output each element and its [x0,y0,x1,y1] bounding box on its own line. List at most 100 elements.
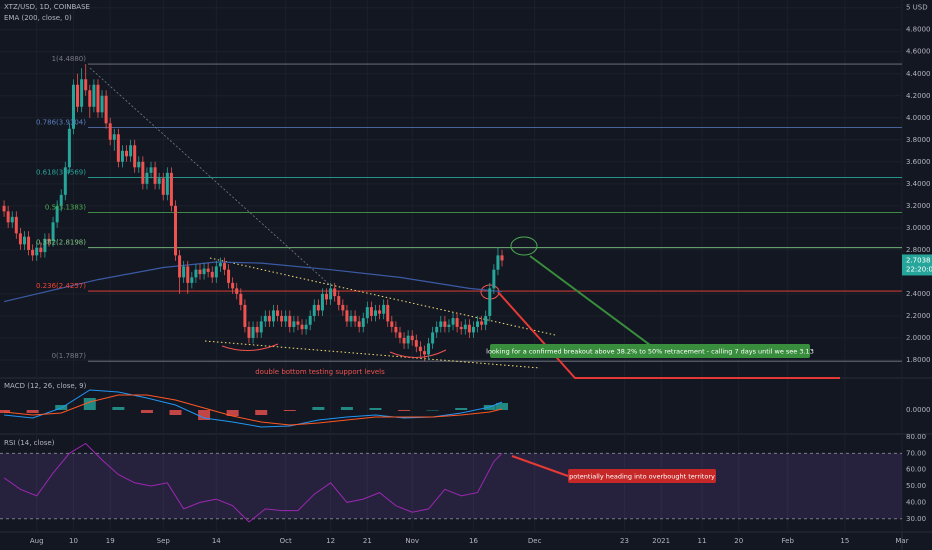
candle-body [296,321,300,325]
marks-layer [0,64,509,523]
candle-body [451,318,455,325]
y-tick-label: 2.2000 [906,312,931,320]
candle-body [169,172,173,206]
histogram-bar [0,410,11,413]
candle-body [422,351,426,355]
candle-body [325,293,329,300]
histogram-bar [255,410,268,415]
fib-label: 0.382(2.8198) [36,239,86,247]
x-tick-label: 19 [106,537,115,545]
y-tick-label: 4.2000 [906,92,931,100]
candle-body [198,269,202,275]
y-tick-label: 3.2000 [906,202,931,210]
indicator-label: EMA (200, close, 0) [4,14,72,22]
candle-body [406,335,410,344]
annotation: double bottom testing support levels [255,368,385,376]
candle-body [459,326,463,330]
candle-body [357,321,361,327]
candle-body [263,315,267,322]
price-tag [902,254,932,276]
candle-body [267,315,271,322]
histogram-bar [426,410,439,411]
candle-body [361,318,365,327]
candle-body [84,79,88,91]
x-tick-label: 10 [69,537,78,545]
callout-line [497,291,840,379]
candle-body [414,340,418,347]
y-tick-label: 50.00 [906,482,926,490]
candle-body [125,150,129,157]
candle-body [161,178,165,195]
candle-body [31,249,35,256]
candle-body [47,238,51,242]
candle-body [6,211,10,223]
drawings [89,67,840,483]
candle-body [22,236,26,245]
candle-body [373,310,377,316]
candle-body [410,335,414,341]
candle-body [92,84,96,107]
annotation: potentially heading into overbought terr… [569,473,715,481]
y-tick-label: 80.00 [906,433,926,441]
candle-body [88,90,92,107]
candle-body [480,321,484,325]
callout-line [529,255,651,346]
candle-body [210,271,214,278]
candle-body [398,332,402,338]
candle-body [402,337,406,344]
y-tick-label: 4.4000 [906,70,931,78]
candle-body [378,310,382,314]
histogram-bar [283,410,296,411]
fib-label: 1(4.4880) [52,55,87,63]
y-tick-label: 40.00 [906,498,926,506]
candle-body [259,321,263,333]
candle-body [447,324,451,327]
indicator-label: MACD (12, 26, close, 9) [4,382,87,390]
indicator-label: RSI (14, close) [4,439,55,447]
candle-body [288,315,292,327]
candle-body [280,315,284,322]
candle-body [35,247,39,256]
x-tick-label: 11 [698,537,707,545]
candle-body [145,172,149,184]
candle-body [484,315,488,325]
y-tick-label: 2.4000 [906,290,931,298]
candle-body [14,216,18,234]
candle-body [300,324,304,330]
annotation: looking for a confirmed breakout above 3… [486,348,814,356]
y-tick-label: 2.8000 [906,246,931,254]
candle-body [353,315,357,322]
candle-body [71,84,75,129]
candle-body [439,321,443,327]
double-bottom-arc [389,349,447,358]
candle-body [308,315,312,325]
rsi-line [3,442,503,523]
candle-body [100,95,104,113]
candle-body [222,263,226,270]
candle-body [108,123,112,140]
candle-body [271,310,275,322]
resistance-line [209,257,556,336]
histogram-bar [226,410,239,416]
x-tick-label: 16 [469,537,478,545]
y-tick-label: 70.00 [906,449,926,457]
ema-line [3,261,503,303]
x-tick-label: 23 [620,537,629,545]
x-tick-label: 20 [734,537,743,545]
candle-body [496,255,500,270]
candle-body [18,233,22,245]
candle-body [443,321,447,327]
candle-body [157,178,161,184]
x-tick-label: Mar [895,537,908,545]
double-bottom-arc [221,343,279,351]
price-tag-label: 2.7038 [906,256,931,264]
candle-body [218,263,222,267]
histogram-bar [312,407,325,410]
candle-body [316,304,320,311]
candle-body [55,205,59,223]
candle-body [467,324,471,333]
candle-body [337,296,341,305]
fib-label: 0.236(2.4257) [36,282,86,290]
callout-line [511,455,569,477]
